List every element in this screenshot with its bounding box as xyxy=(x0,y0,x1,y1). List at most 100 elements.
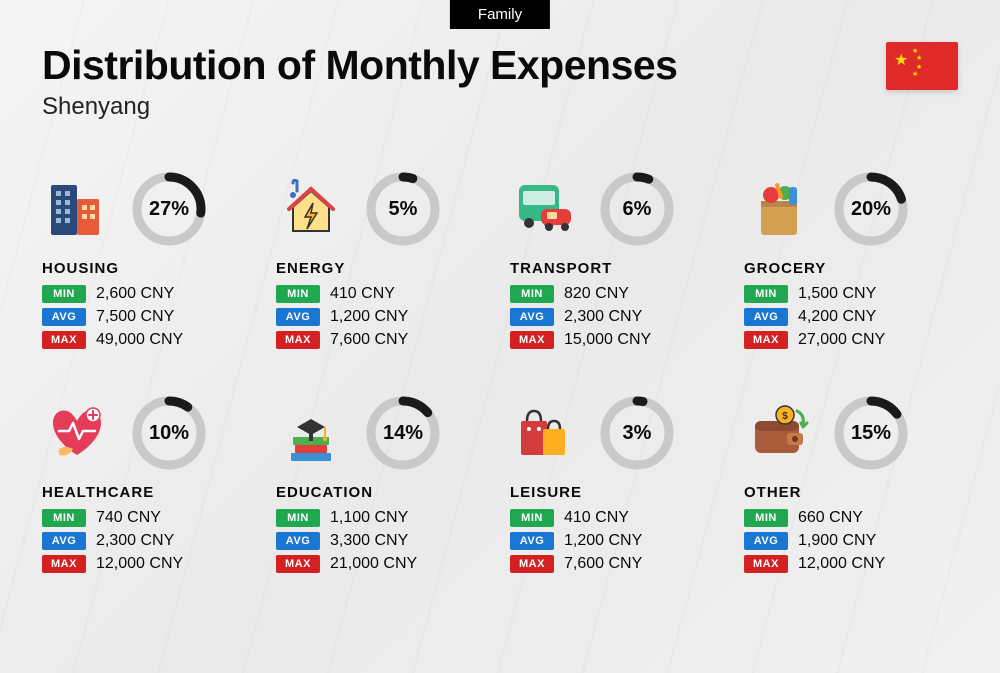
max-badge: MAX xyxy=(42,555,86,573)
avg-value: 4,200 CNY xyxy=(798,308,876,326)
stat-min: MIN 740 CNY xyxy=(42,509,256,527)
category-tag: Family xyxy=(450,0,550,29)
avg-badge: AVG xyxy=(276,532,320,550)
percent-donut: 3% xyxy=(598,394,676,472)
max-value: 7,600 CNY xyxy=(330,331,408,349)
stat-min: MIN 2,600 CNY xyxy=(42,285,256,303)
percent-value: 20% xyxy=(832,170,910,248)
stat-max: MAX 7,600 CNY xyxy=(510,555,724,573)
avg-badge: AVG xyxy=(42,532,86,550)
expense-card-leisure: 3% LEISURE MIN 410 CNY AVG 1,200 CNY MAX… xyxy=(510,394,724,578)
wallet-icon: $ xyxy=(744,398,814,468)
avg-value: 7,500 CNY xyxy=(96,308,174,326)
max-badge: MAX xyxy=(276,331,320,349)
stat-min: MIN 410 CNY xyxy=(510,509,724,527)
percent-donut: 27% xyxy=(130,170,208,248)
max-badge: MAX xyxy=(510,331,554,349)
expense-card-grocery: 20% GROCERY MIN 1,500 CNY AVG 4,200 CNY … xyxy=(744,170,958,354)
avg-value: 3,300 CNY xyxy=(330,532,408,550)
max-value: 27,000 CNY xyxy=(798,331,885,349)
min-value: 1,500 CNY xyxy=(798,285,876,303)
percent-value: 27% xyxy=(130,170,208,248)
stat-max: MAX 49,000 CNY xyxy=(42,331,256,349)
stat-max: MAX 27,000 CNY xyxy=(744,331,958,349)
stat-max: MAX 12,000 CNY xyxy=(42,555,256,573)
expense-card-housing: 27% HOUSING MIN 2,600 CNY AVG 7,500 CNY … xyxy=(42,170,256,354)
max-badge: MAX xyxy=(744,555,788,573)
category-label: ENERGY xyxy=(276,260,490,277)
avg-value: 2,300 CNY xyxy=(96,532,174,550)
category-label: GROCERY xyxy=(744,260,958,277)
max-value: 15,000 CNY xyxy=(564,331,651,349)
category-label: LEISURE xyxy=(510,484,724,501)
stat-min: MIN 1,500 CNY xyxy=(744,285,958,303)
stat-max: MAX 12,000 CNY xyxy=(744,555,958,573)
healthcare-icon xyxy=(42,398,112,468)
min-badge: MIN xyxy=(42,285,86,303)
percent-donut: 15% xyxy=(832,394,910,472)
min-badge: MIN xyxy=(510,285,554,303)
avg-badge: AVG xyxy=(510,308,554,326)
expense-card-transport: 6% TRANSPORT MIN 820 CNY AVG 2,300 CNY M… xyxy=(510,170,724,354)
shopping-bags-icon xyxy=(510,398,580,468)
stat-avg: AVG 2,300 CNY xyxy=(510,308,724,326)
header: Distribution of Monthly Expenses Shenyan… xyxy=(42,42,677,121)
house-bolt-icon xyxy=(276,174,346,244)
max-value: 12,000 CNY xyxy=(798,555,885,573)
stat-avg: AVG 4,200 CNY xyxy=(744,308,958,326)
max-badge: MAX xyxy=(510,555,554,573)
min-badge: MIN xyxy=(510,509,554,527)
min-badge: MIN xyxy=(744,285,788,303)
star-icon: ★ xyxy=(894,50,908,70)
avg-value: 1,200 CNY xyxy=(564,532,642,550)
category-label: HOUSING xyxy=(42,260,256,277)
min-value: 410 CNY xyxy=(330,285,395,303)
category-label: HEALTHCARE xyxy=(42,484,256,501)
avg-badge: AVG xyxy=(510,532,554,550)
max-value: 12,000 CNY xyxy=(96,555,183,573)
min-value: 2,600 CNY xyxy=(96,285,174,303)
max-value: 21,000 CNY xyxy=(330,555,417,573)
stat-max: MAX 7,600 CNY xyxy=(276,331,490,349)
avg-badge: AVG xyxy=(42,308,86,326)
avg-badge: AVG xyxy=(744,308,788,326)
stat-min: MIN 660 CNY xyxy=(744,509,958,527)
percent-value: 10% xyxy=(130,394,208,472)
avg-value: 1,200 CNY xyxy=(330,308,408,326)
min-value: 410 CNY xyxy=(564,509,629,527)
percent-donut: 14% xyxy=(364,394,442,472)
min-value: 660 CNY xyxy=(798,509,863,527)
min-badge: MIN xyxy=(744,509,788,527)
stat-min: MIN 1,100 CNY xyxy=(276,509,490,527)
min-badge: MIN xyxy=(276,285,320,303)
min-value: 820 CNY xyxy=(564,285,629,303)
max-badge: MAX xyxy=(276,555,320,573)
percent-value: 14% xyxy=(364,394,442,472)
page-title: Distribution of Monthly Expenses xyxy=(42,42,677,89)
stat-avg: AVG 1,200 CNY xyxy=(276,308,490,326)
percent-value: 3% xyxy=(598,394,676,472)
bus-car-icon xyxy=(510,174,580,244)
grocery-bag-icon xyxy=(744,174,814,244)
flag-china: ★ ★ ★ ★ ★ xyxy=(886,42,958,90)
max-value: 49,000 CNY xyxy=(96,331,183,349)
min-badge: MIN xyxy=(42,509,86,527)
avg-value: 1,900 CNY xyxy=(798,532,876,550)
expense-card-healthcare: 10% HEALTHCARE MIN 740 CNY AVG 2,300 CNY… xyxy=(42,394,256,578)
avg-badge: AVG xyxy=(744,532,788,550)
max-badge: MAX xyxy=(744,331,788,349)
stat-avg: AVG 7,500 CNY xyxy=(42,308,256,326)
category-label: OTHER xyxy=(744,484,958,501)
stat-max: MAX 15,000 CNY xyxy=(510,331,724,349)
min-badge: MIN xyxy=(276,509,320,527)
education-icon xyxy=(276,398,346,468)
expense-card-other: $ 15% OTHER MIN 660 CNY AVG 1,900 CNY MA… xyxy=(744,394,958,578)
svg-text:$: $ xyxy=(782,411,788,422)
page-subtitle: Shenyang xyxy=(42,93,677,121)
percent-donut: 10% xyxy=(130,394,208,472)
stat-avg: AVG 1,200 CNY xyxy=(510,532,724,550)
star-icon: ★ xyxy=(912,70,918,78)
min-value: 740 CNY xyxy=(96,509,161,527)
star-icon: ★ xyxy=(916,54,922,62)
category-label: EDUCATION xyxy=(276,484,490,501)
